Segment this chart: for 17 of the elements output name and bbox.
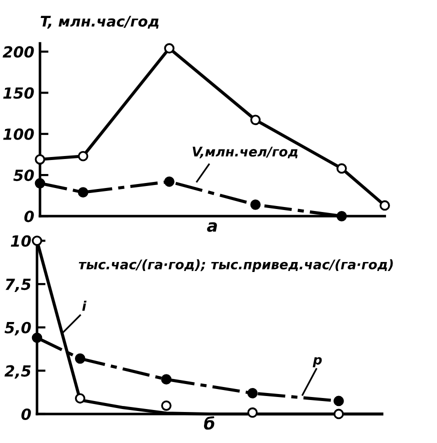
y-tick-label: 10 [10,235,31,247]
y-tick-label: 0 [21,408,31,420]
x-axis-title: а [207,222,217,232]
annotation: V,млн.чел/год [192,146,298,158]
annotation: i [82,300,87,311]
y-tick-label: 50 [13,170,34,182]
y-axis-title: тыс.час/(га·год); тыс.привед.час/(га·год) [78,259,393,272]
y-tick-label: 2,5 [4,365,31,379]
x-axis-title: б [204,416,214,430]
annotation: p [312,357,322,368]
y-tick-label: 7,5 [6,278,31,292]
y-tick-label: 200 [2,46,34,58]
y-tick-label: 5,0 [4,322,31,336]
y-tick-label: 150 [3,87,34,99]
y-tick-label: 0 [24,210,34,222]
y-axis-title: T, млн.час/год [40,16,159,29]
y-tick-label: 100 [3,128,34,140]
